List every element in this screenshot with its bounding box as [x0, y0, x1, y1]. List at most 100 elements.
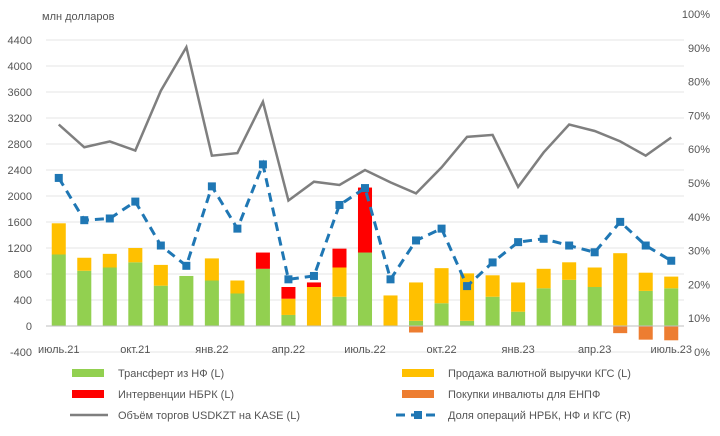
bar [613, 253, 628, 326]
volume-line [57, 43, 672, 203]
legend-label: Трансферт из НФ (L) [118, 368, 224, 380]
bar [638, 326, 653, 340]
share-marker [590, 248, 599, 257]
share-marker [514, 238, 523, 247]
bar [204, 258, 219, 281]
bar [434, 268, 449, 304]
bar [204, 280, 219, 326]
y2-tick-label: 0% [694, 347, 710, 359]
x-tick-label: янв.23 [502, 344, 535, 356]
legend-label: Интервенции НБРК (L) [118, 389, 234, 401]
bar [332, 267, 347, 297]
bar [638, 272, 653, 291]
share-marker [641, 241, 650, 250]
bar [306, 282, 321, 287]
share-marker [131, 197, 140, 206]
legend-label: Объём торгов USDKZT на KASE (L) [118, 410, 300, 422]
legend-swatch [72, 390, 104, 398]
share-marker [80, 216, 89, 225]
share-marker [361, 184, 369, 193]
bar [128, 262, 143, 326]
share-marker [182, 261, 191, 270]
bar [409, 320, 424, 326]
y-tick-label: 1600 [8, 217, 32, 229]
x-tick-label: апр.22 [272, 344, 305, 356]
share-marker [386, 275, 395, 284]
bar [409, 326, 424, 333]
bar [562, 279, 577, 326]
bar [587, 267, 602, 287]
y2-tick-label: 80% [688, 77, 710, 89]
bar [485, 275, 500, 297]
y-tick-label: 2400 [8, 165, 32, 177]
share-marker [488, 258, 497, 267]
bar [664, 276, 679, 289]
bar [511, 282, 526, 312]
share-marker [539, 234, 548, 243]
share-marker [463, 282, 472, 291]
legend: Трансферт из НФ (L) Продажа валютной выру… [70, 368, 631, 422]
legend-marker [414, 411, 422, 419]
bar [357, 187, 373, 253]
bar [153, 285, 168, 326]
legend-label: Покупки инвалюты для ЕНПФ [448, 389, 600, 401]
x-tick-label: июль.22 [344, 344, 386, 356]
bar [77, 270, 92, 326]
y-tick-label: 2000 [8, 191, 32, 203]
bars [51, 187, 679, 341]
bar [460, 273, 475, 321]
x-tick-label: янв.22 [195, 344, 228, 356]
axes: -400 0 400 800 1200 1600 2000 2400 2800 3200 3600 4… [8, 9, 711, 359]
bar [51, 254, 66, 326]
share-marker [437, 224, 446, 233]
share-marker [54, 173, 63, 182]
bar [485, 296, 500, 326]
bar [306, 287, 321, 326]
bar [460, 320, 475, 326]
x-tick-label: июль.21 [38, 344, 80, 356]
bar [102, 267, 117, 326]
bar [664, 288, 679, 326]
bar [664, 326, 679, 341]
share-marker [309, 271, 318, 280]
y-tick-label: 4400 [8, 35, 32, 47]
y-tick-label: 3600 [8, 87, 32, 99]
bar [230, 293, 245, 326]
y-tick-label: 2800 [8, 139, 32, 151]
bar [383, 295, 398, 326]
y2-tick-label: 40% [688, 212, 710, 224]
bar [332, 248, 347, 268]
share-marker [207, 182, 216, 191]
legend-swatch [402, 390, 434, 398]
y-tick-label: -400 [10, 347, 32, 359]
x-tick-label: июль.23 [650, 344, 692, 356]
bar [281, 314, 296, 326]
bar [51, 223, 66, 255]
y-tick-label: 1200 [8, 243, 32, 255]
bar [511, 311, 526, 326]
bar [536, 268, 551, 289]
y-tick-label: 0 [26, 321, 32, 333]
bar [179, 275, 194, 326]
share-marker [616, 217, 625, 226]
bar [536, 288, 551, 326]
share-marker [233, 224, 242, 233]
x-tick-label: окт.21 [120, 344, 150, 356]
y2-tick-label: 70% [688, 110, 710, 122]
legend-label: Доля операций НРБК, НФ и КГС (R) [448, 410, 631, 422]
legend-label: Продажа валютной выручки КГС (L) [448, 368, 631, 380]
bar [153, 264, 168, 286]
bar [128, 248, 143, 263]
bar [587, 287, 602, 326]
x-tick-label: апр.23 [578, 344, 611, 356]
y-tick-label: 400 [14, 295, 32, 307]
bar [409, 282, 424, 321]
bar [255, 268, 270, 326]
share-marker [284, 275, 293, 284]
y2-tick-label: 50% [688, 178, 710, 190]
y2-tick-label: 60% [688, 144, 710, 156]
y2-tick-label: 10% [688, 313, 710, 325]
share-marker [156, 241, 165, 250]
y2-tick-label: 30% [688, 246, 710, 258]
